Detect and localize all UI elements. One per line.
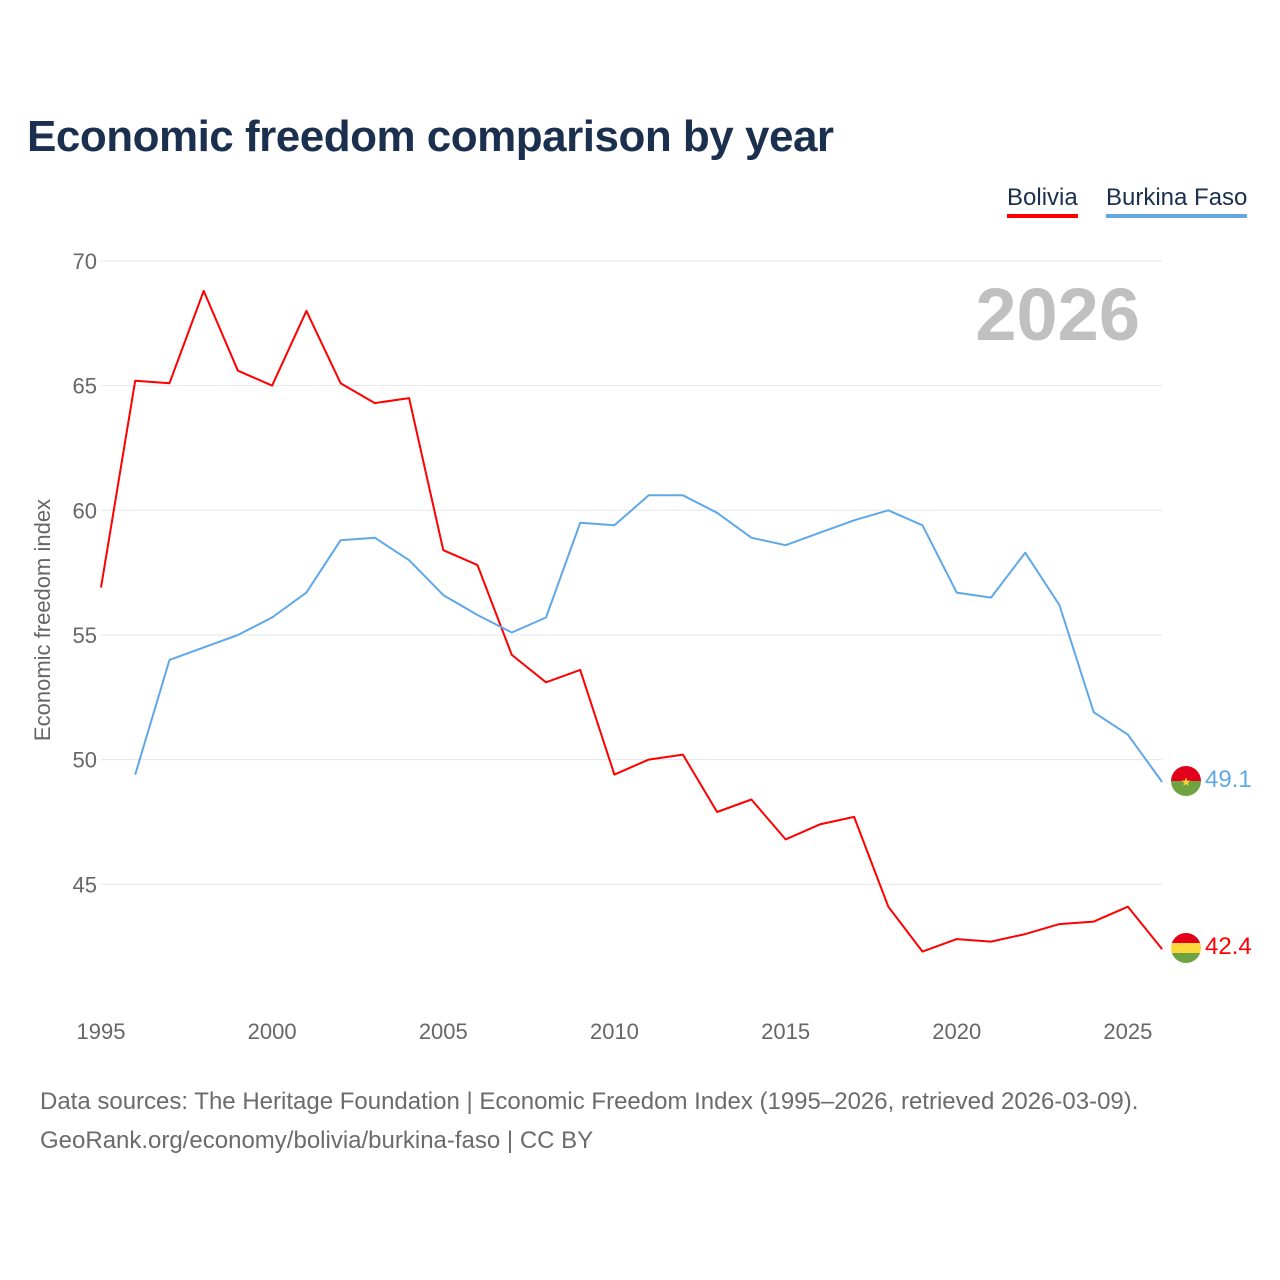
watermark-year: 2026 xyxy=(975,273,1140,356)
flag-burkina-faso-icon: ★ xyxy=(1171,766,1201,796)
y-tick-label: 55 xyxy=(73,623,97,648)
x-tick-label: 2025 xyxy=(1103,1019,1152,1044)
y-tick-label: 70 xyxy=(73,249,97,274)
y-tick-label: 65 xyxy=(73,374,97,399)
footer-link[interactable]: GeoRank.org/economy/bolivia/burkina-faso… xyxy=(40,1127,594,1154)
x-tick-label: 2020 xyxy=(932,1019,981,1044)
y-axis-label: Economic freedom index xyxy=(30,499,55,741)
x-tick-label: 1995 xyxy=(77,1019,126,1044)
y-tick-label: 60 xyxy=(73,498,97,523)
x-tick-label: 2005 xyxy=(419,1019,468,1044)
y-tick-label: 45 xyxy=(73,872,97,897)
legend-burkina-faso[interactable]: Burkina Faso xyxy=(1106,184,1248,218)
x-tick-label: 2010 xyxy=(590,1019,639,1044)
series-line-burkina-faso xyxy=(134,494,1163,783)
footer-sources: Data sources: The Heritage Foundation | … xyxy=(40,1088,1139,1115)
svg-text:★: ★ xyxy=(1181,775,1192,789)
x-tick-label: 2015 xyxy=(761,1019,810,1044)
end-label-burkina-faso: 49.1 xyxy=(1205,766,1252,793)
x-tick-label: 2000 xyxy=(248,1019,297,1044)
chart-title: Economic freedom comparison by year xyxy=(27,112,834,161)
y-tick-label: 50 xyxy=(73,748,97,773)
series-line-bolivia xyxy=(100,289,1163,953)
end-label-bolivia: 42.4 xyxy=(1205,933,1252,960)
flag-bolivia-icon xyxy=(1171,933,1201,963)
legend-bolivia[interactable]: Bolivia xyxy=(1007,184,1078,218)
